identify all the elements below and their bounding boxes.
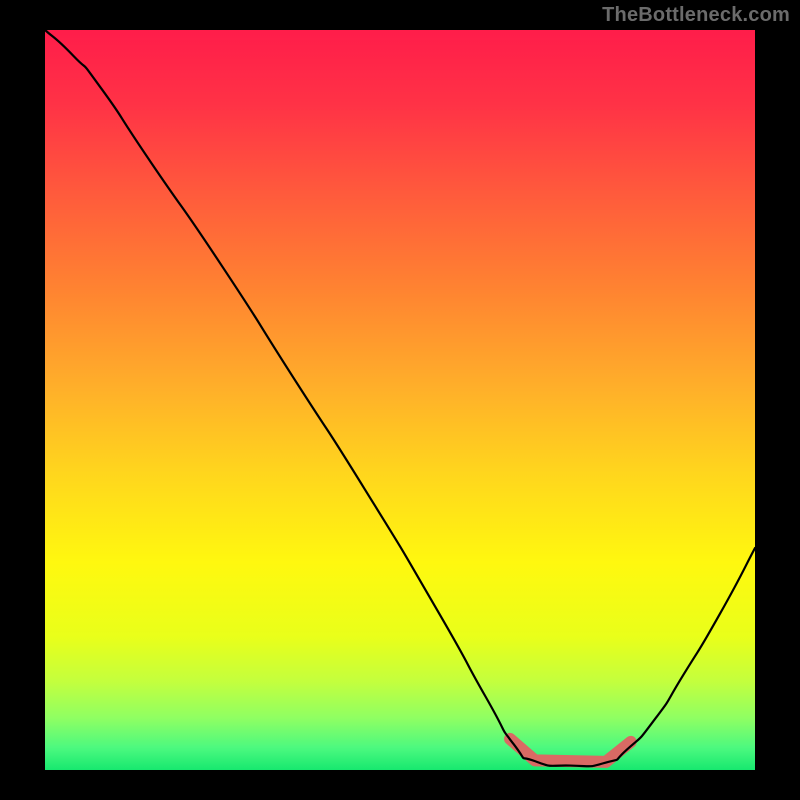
bottleneck-chart: [0, 0, 800, 800]
attribution-label: TheBottleneck.com: [602, 4, 790, 27]
chart-stage: TheBottleneck.com: [0, 0, 800, 800]
plot-background: [45, 30, 755, 770]
